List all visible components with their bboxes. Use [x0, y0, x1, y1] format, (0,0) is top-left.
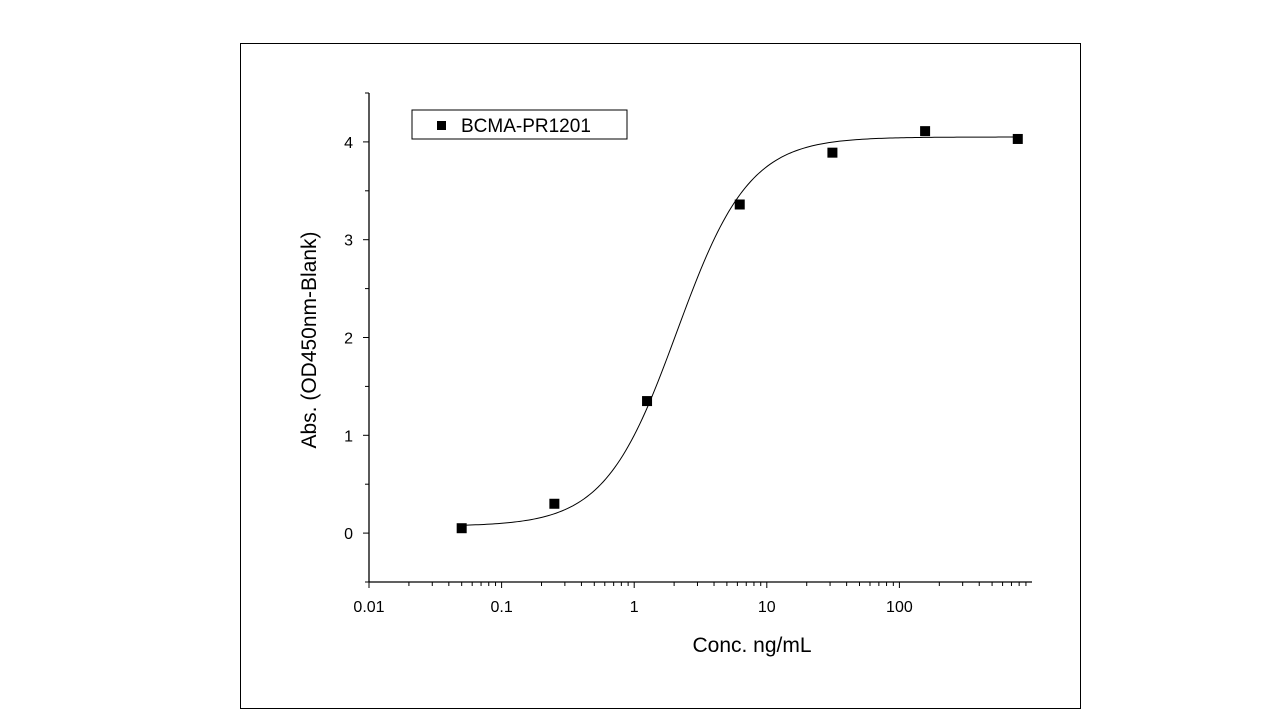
legend-marker	[437, 121, 446, 130]
y-tick-label: 1	[344, 428, 353, 445]
legend: BCMA-PR1201	[411, 109, 628, 140]
fit-curve	[461, 136, 1018, 526]
data-point	[642, 396, 653, 407]
x-tick-label: 100	[886, 599, 913, 616]
legend-box	[411, 109, 628, 140]
y-tick-label: 4	[344, 135, 353, 152]
x-axis-title: Conc. ng/mL	[692, 634, 811, 657]
x-tick-label: 1	[630, 599, 639, 616]
data-points	[456, 126, 1023, 534]
y-axis-title: Abs. (OD450nm-Blank)	[298, 231, 321, 448]
x-tick-label: 0.1	[490, 599, 512, 616]
data-point	[549, 498, 560, 509]
y-tick-label: 0	[344, 526, 353, 543]
axes	[368, 93, 1032, 583]
data-point	[920, 126, 931, 137]
x-tick-label: 0.01	[353, 599, 384, 616]
y-tick-label: 3	[344, 233, 353, 250]
y-tick-label: 2	[344, 331, 353, 348]
data-point	[734, 199, 745, 210]
data-point	[1012, 133, 1023, 144]
data-point	[456, 523, 467, 534]
legend-label: BCMA-PR1201	[461, 116, 591, 137]
data-point	[827, 147, 838, 158]
x-tick-label: 10	[758, 599, 776, 616]
ticks: 0 1 2 3 4 0.01 0.1 1 10 100	[344, 92, 1027, 616]
